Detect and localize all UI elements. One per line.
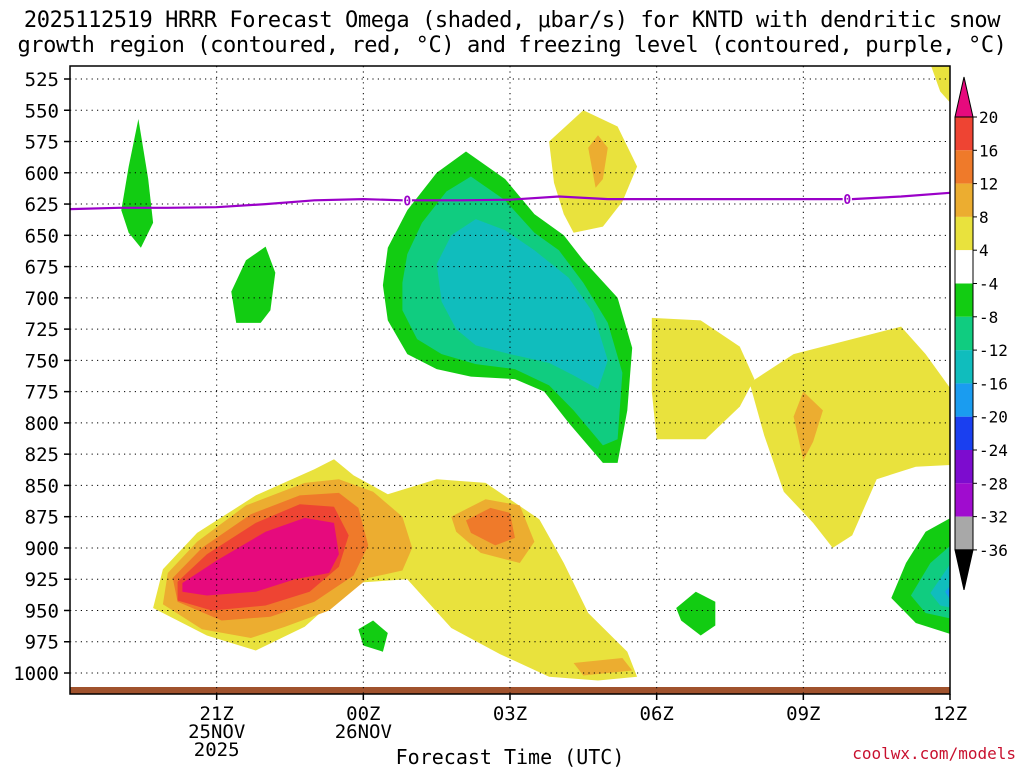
y-tick-label-550: 550 — [25, 100, 59, 122]
y-tick-label-575: 575 — [25, 132, 59, 154]
colorbar-swatch-7 — [955, 350, 973, 384]
x-tick-label-00Z-1: 26NOV — [335, 721, 392, 743]
x-tick-label-09Z-0: 09Z — [786, 703, 820, 725]
freezing-level-label-1: 0 — [843, 193, 851, 208]
colorbar-swatch-5 — [955, 283, 973, 317]
colorbar-label-12: 12 — [979, 175, 998, 194]
ground-surface-bar — [70, 687, 950, 694]
y-tick-label-975: 975 — [25, 632, 59, 654]
site-credit: coolwx.com/models — [852, 744, 1016, 763]
y-tick-label-525: 525 — [25, 69, 59, 91]
colorbar-swatch-4 — [955, 250, 973, 284]
y-tick-label-825: 825 — [25, 444, 59, 466]
x-axis-label: Forecast Time (UTC) — [396, 745, 625, 768]
y-tick-label-725: 725 — [25, 319, 59, 341]
colorbar-label--28: -28 — [979, 474, 1008, 493]
gridlines — [70, 66, 951, 694]
colorbar-legend: 20 16 12 8 4 -4 -8 -12 -16 -20 -24 -28 -32 -36 — [954, 76, 1008, 591]
colorbar-label--12: -12 — [979, 341, 1008, 360]
x-tick-label-21Z-1: 25NOV — [188, 721, 245, 743]
colorbar-bottom-arrow — [954, 549, 974, 591]
x-tick-label-06Z-0: 06Z — [640, 703, 674, 725]
y-tick-label-600: 600 — [25, 163, 59, 185]
colorbar-swatch-1 — [955, 150, 973, 184]
omega-region-14 — [121, 119, 154, 248]
colorbar-swatch-0 — [955, 117, 973, 151]
omega-region-24 — [945, 586, 950, 600]
y-tick-label-950: 950 — [25, 600, 59, 622]
y-tick-label-850: 850 — [25, 475, 59, 497]
omega-region-9 — [588, 135, 608, 188]
y-tick-label-675: 675 — [25, 257, 59, 279]
omega-region-7 — [573, 658, 633, 676]
omega-region-12 — [749, 326, 950, 548]
colorbar-label--24: -24 — [979, 441, 1008, 460]
colorbar-label--16: -16 — [979, 374, 1008, 393]
colorbar-label-4: 4 — [979, 241, 989, 260]
colorbar-label-16: 16 — [979, 141, 998, 160]
y-tick-label-700: 700 — [25, 288, 59, 310]
omega-region-6 — [466, 507, 515, 546]
y-tick-label-625: 625 — [25, 194, 59, 216]
x-tick-label-21Z-0: 21Z — [200, 703, 234, 725]
omega-region-4 — [182, 517, 339, 596]
y-tick-label-875: 875 — [25, 507, 59, 529]
omega-shading-layer — [121, 66, 950, 681]
y-tick-label-775: 775 — [25, 382, 59, 404]
omega-region-17 — [676, 591, 716, 636]
freezing-level-line — [69, 191, 951, 211]
colorbar-top-arrow — [954, 76, 974, 118]
colorbar-swatch-3 — [955, 216, 973, 251]
y-tick-label-650: 650 — [25, 225, 59, 247]
omega-region-15 — [231, 246, 276, 323]
omega-region-10 — [931, 66, 950, 103]
omega-region-11 — [651, 317, 755, 440]
colorbar-label--32: -32 — [979, 508, 1008, 527]
colorbar-label-8: 8 — [979, 208, 989, 227]
colorbar-swatch-9 — [955, 416, 973, 450]
omega-region-23 — [930, 564, 950, 608]
freezing-level-label-0: 0 — [403, 194, 411, 209]
x-tick-label-00Z-0: 00Z — [346, 703, 380, 725]
colorbar-label--20: -20 — [979, 408, 1008, 427]
y-axis-pressure: 525 550 575 600 625 650 675 700 725 750 775 800 825 8… — [13, 69, 70, 685]
y-tick-label-900: 900 — [25, 538, 59, 560]
y-tick-label-800: 800 — [25, 413, 59, 435]
chart-title-line-2: growth region (contoured, red, °C) and f… — [17, 33, 1007, 58]
colorbar-frame — [954, 116, 974, 551]
colorbar-swatch-2 — [955, 183, 973, 217]
x-tick-label-21Z-2: 2025 — [194, 739, 240, 761]
omega-region-16 — [358, 620, 388, 652]
omega-region-13 — [793, 391, 823, 461]
x-tick-label-12Z-0: 12Z — [933, 703, 967, 725]
chart-title-line-1: 2025112519 HRRR Forecast Omega (shaded, … — [23, 8, 1001, 33]
colorbar-swatch-10 — [955, 450, 973, 484]
y-tick-label-1000: 1000 — [13, 663, 59, 685]
colorbar-swatch-6 — [955, 316, 973, 351]
y-tick-label-925: 925 — [25, 569, 59, 591]
colorbar-label-20: 20 — [979, 108, 998, 127]
omega-region-20 — [436, 219, 608, 390]
colorbar-swatch-11 — [955, 483, 973, 517]
colorbar-swatch-8 — [955, 383, 973, 417]
x-tick-label-03Z-0: 03Z — [493, 703, 527, 725]
y-tick-label-750: 750 — [25, 350, 59, 372]
colorbar-label--4: -4 — [979, 275, 998, 294]
colorbar-swatch-12 — [955, 516, 973, 550]
colorbar-label--36: -36 — [979, 541, 1008, 560]
colorbar-label--8: -8 — [979, 308, 998, 327]
